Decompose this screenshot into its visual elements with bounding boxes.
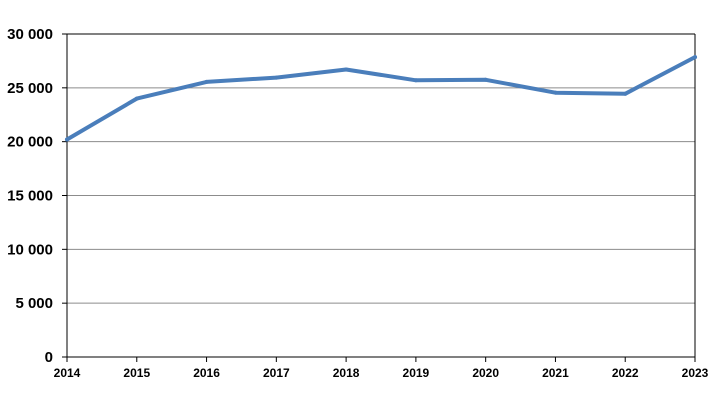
y-tick-label: 20 000 [7,134,53,151]
x-tick-label: 2018 [333,366,360,380]
x-tick-label: 2015 [123,366,150,380]
data-point [413,78,418,83]
x-tick-label: 2016 [193,366,220,380]
data-point [204,79,209,84]
data-point [274,75,279,80]
data-point [483,77,488,82]
x-tick-label: 2019 [403,366,430,380]
data-point [65,137,69,142]
y-tick-label: 30 000 [7,26,53,43]
x-axis-tick-labels: 2014 2015 2016 2017 2018 2019 2020 2021 2022 2023 [54,366,709,380]
y-tick-label: 0 [45,349,53,366]
data-point [553,90,558,95]
data-point [344,67,349,72]
data-point [623,91,628,96]
axes [62,33,696,362]
x-tick-label: 2014 [54,366,81,380]
x-tick-label: 2022 [612,366,639,380]
x-tick-label: 2020 [472,366,499,380]
y-tick-label: 10 000 [7,241,53,258]
y-tick-label: 5 000 [15,295,53,312]
data-point [693,55,697,60]
x-tick-label: 2023 [682,366,709,380]
series-line [65,55,697,142]
series-layer [65,55,697,142]
y-tick-label: 25 000 [7,80,53,97]
data-point [134,96,139,101]
y-axis-tick-labels: 0 5 000 10 000 15 000 20 000 25 000 30 000 [7,26,53,366]
x-tick-label: 2021 [542,366,569,380]
x-tick-label: 2017 [263,366,290,380]
y-tick-label: 15 000 [7,188,53,205]
